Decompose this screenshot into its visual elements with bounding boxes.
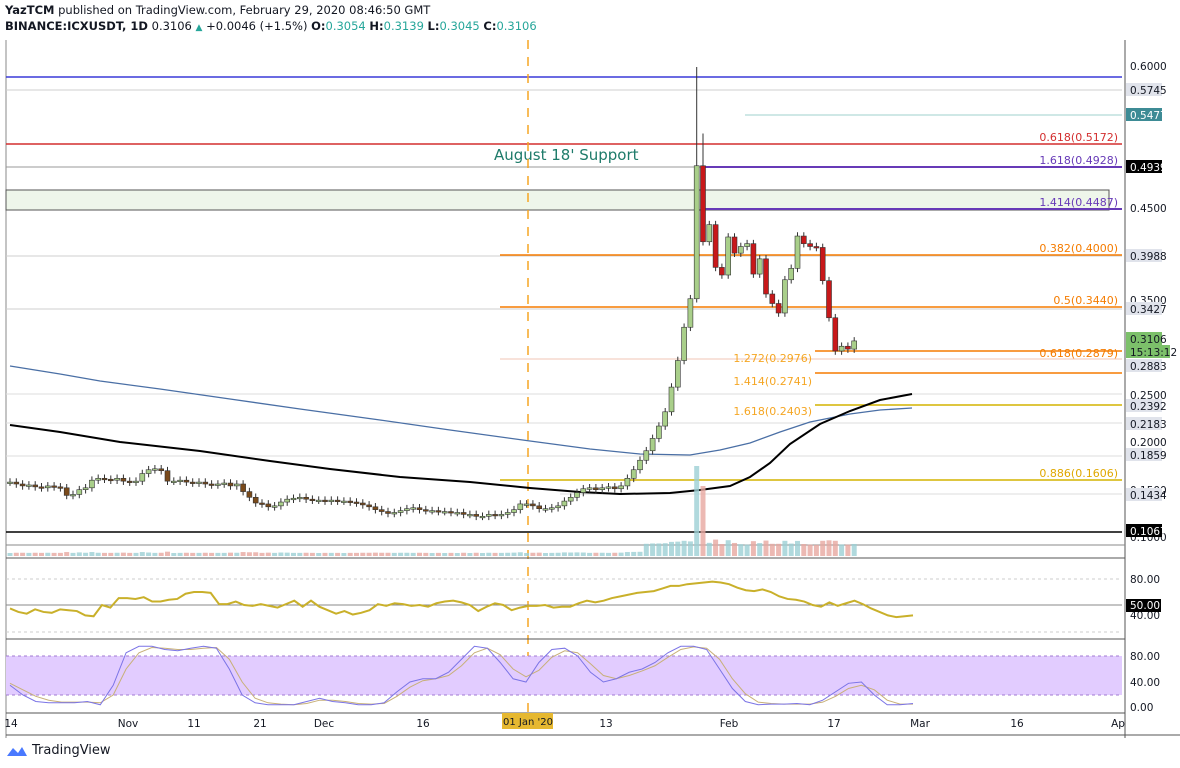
svg-text:1.618(0.4928): 1.618(0.4928) (1039, 154, 1118, 167)
volume-bars[interactable] (7, 466, 857, 556)
change-value: +0.0046 (+1.5%) (206, 19, 308, 33)
stochastic-pane[interactable]: 80.00 40.00 0.00 (6, 638, 1160, 714)
open-value: 0.3054 (325, 19, 366, 33)
svg-text:Dec: Dec (314, 718, 335, 730)
svg-text:Ap: Ap (1111, 718, 1125, 730)
svg-text:0.3427: 0.3427 (1130, 304, 1167, 316)
svg-text:80.00: 80.00 (1130, 651, 1160, 663)
chart-header: YazTCM published on TradingView.com, Feb… (5, 2, 537, 36)
svg-text:1.272(0.2976): 1.272(0.2976) (733, 352, 812, 365)
chart-frame (6, 40, 1126, 738)
tradingview-cloud-icon (7, 746, 27, 756)
stoch-k-line[interactable] (9, 645, 914, 706)
svg-text:0.618(0.5172): 0.618(0.5172) (1039, 131, 1118, 144)
svg-text:1.618(0.2403): 1.618(0.2403) (733, 405, 812, 418)
stoch-axis: 80.00 40.00 0.00 (1130, 651, 1160, 714)
last-price: 0.3106 (151, 19, 192, 33)
ma50-line[interactable] (9, 393, 913, 496)
high-value: 0.3139 (383, 19, 424, 33)
ma200-line[interactable] (9, 365, 913, 456)
svg-text:0.1067: 0.1067 (1130, 526, 1167, 538)
svg-text:16: 16 (1010, 718, 1024, 730)
rsi-last-label: 50.00 (1130, 600, 1160, 612)
svg-text:0.1859: 0.1859 (1130, 450, 1167, 462)
publish-text: published on TradingView.com, February 2… (58, 3, 431, 17)
low-value: 0.3045 (439, 19, 480, 33)
svg-text:0.00: 0.00 (1130, 702, 1153, 714)
svg-text:15:13:12: 15:13:12 (1130, 347, 1177, 359)
svg-text:01 Jan '20: 01 Jan '20 (503, 717, 553, 728)
svg-text:1.414(0.2741): 1.414(0.2741) (733, 375, 812, 388)
svg-text:0.3106: 0.3106 (1130, 334, 1167, 346)
close-value: 0.3106 (496, 19, 537, 33)
svg-text:0.886(0.1606): 0.886(0.1606) (1039, 467, 1118, 480)
fib-labels: 0.618(0.5172) 1.618(0.4928) 1.414(0.4487… (733, 131, 1118, 480)
svg-text:0.2883: 0.2883 (1130, 361, 1167, 373)
svg-text:0.5745: 0.5745 (1130, 85, 1167, 97)
svg-text:0.5(0.3440): 0.5(0.3440) (1053, 294, 1118, 307)
svg-text:1.414(0.4487): 1.414(0.4487) (1039, 196, 1118, 209)
svg-text:0.382(0.4000): 0.382(0.4000) (1039, 242, 1118, 255)
svg-text:21: 21 (253, 718, 266, 730)
svg-text:Mar: Mar (910, 718, 930, 730)
rsi-axis: 80.00 40.00 (1130, 574, 1160, 622)
candlesticks[interactable] (7, 66, 858, 521)
svg-text:16: 16 (416, 718, 430, 730)
rsi-last-label-bg (1126, 599, 1161, 612)
svg-text:0.2000: 0.2000 (1130, 437, 1167, 449)
time-axis[interactable]: 14 Nov 11 21 Dec 16 01 Jan '20 13 Feb 17… (4, 712, 1180, 736)
svg-text:14: 14 (4, 718, 18, 730)
ohlc-line: BINANCE:ICXUSDT, 1D 0.3106 ▲ +0.0046 (+1… (5, 19, 537, 33)
author-name[interactable]: YazTCM (5, 3, 55, 17)
svg-text:11: 11 (187, 718, 200, 730)
svg-text:0.1434: 0.1434 (1130, 490, 1167, 502)
svg-text:Feb: Feb (720, 718, 739, 730)
price-axis-labels: 0.5745 0.5477 0.4939 0.3988 0.3427 0.310615:1… (1126, 83, 1177, 538)
svg-text:0.6000: 0.6000 (1130, 61, 1167, 73)
support-annotation[interactable]: August 18' Support (494, 146, 639, 164)
jan1-time-label-bg (502, 713, 553, 729)
svg-text:80.00: 80.00 (1130, 574, 1160, 586)
svg-text:0.5477: 0.5477 (1130, 110, 1167, 122)
symbol-label[interactable]: BINANCE:ICXUSDT, 1D (5, 19, 148, 33)
tradingview-logo[interactable]: TradingView (6, 743, 111, 758)
svg-text:0.2183: 0.2183 (1130, 419, 1167, 431)
svg-text:0.4500: 0.4500 (1130, 203, 1167, 215)
svg-text:0.2392: 0.2392 (1130, 401, 1167, 413)
rsi-pane[interactable]: 80.00 40.00 50.00 (6, 557, 1161, 633)
svg-text:13: 13 (599, 718, 612, 730)
svg-text:0.4939: 0.4939 (1130, 162, 1167, 174)
publish-line: YazTCM published on TradingView.com, Feb… (5, 2, 537, 18)
support-zone[interactable] (5, 189, 1110, 211)
svg-text:Nov: Nov (118, 718, 139, 730)
up-arrow-icon: ▲ (195, 23, 203, 33)
tradingview-logo-text: TradingView (32, 743, 111, 758)
svg-text:17: 17 (827, 718, 840, 730)
svg-text:0.618(0.2879): 0.618(0.2879) (1039, 347, 1118, 360)
svg-text:40.00: 40.00 (1130, 610, 1160, 622)
svg-text:40.00: 40.00 (1130, 677, 1160, 689)
rsi-line[interactable] (9, 580, 914, 619)
svg-text:0.3988: 0.3988 (1130, 251, 1167, 263)
